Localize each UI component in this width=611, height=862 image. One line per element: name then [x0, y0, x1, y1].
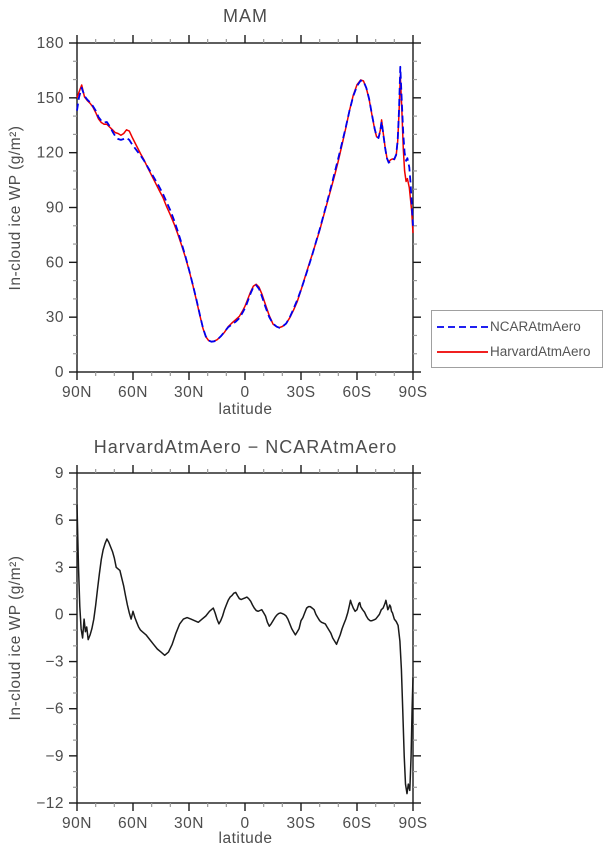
x-tick-label: 90N [62, 815, 92, 832]
x-tick-label: 30N [174, 384, 204, 401]
y-tick-label: 0 [55, 364, 64, 381]
top-x-axis-title: latitude [218, 401, 273, 418]
top-chart-title: MAM [223, 6, 268, 26]
legend-box: NCARAtmAero HarvardAtmAero [431, 310, 603, 368]
y-tick-label: 90 [46, 200, 64, 217]
x-tick-label: 60N [118, 384, 148, 401]
series-line-harvardatmaero [76, 75, 414, 343]
y-tick-label: 120 [37, 145, 64, 162]
series-line-harvardatmaero-ncaratmaero [76, 504, 414, 795]
legend-label-ncar: NCARAtmAero [490, 319, 581, 334]
x-tick-label: 30N [174, 815, 204, 832]
plot-frame [76, 472, 414, 804]
x-tick-label: 60S [342, 384, 371, 401]
bottom-x-axis-title: latitude [218, 830, 273, 847]
x-tick-label: 90S [398, 384, 427, 401]
x-tick-label: 30S [286, 815, 315, 832]
series-line-ncaratmaero [76, 65, 414, 343]
y-tick-label: −12 [36, 795, 64, 812]
y-tick-label: 180 [37, 35, 64, 52]
y-tick-label: 60 [46, 254, 64, 271]
x-tick-label: 60S [342, 815, 371, 832]
y-tick-label: −9 [45, 748, 64, 765]
y-tick-label: 6 [55, 512, 64, 529]
legend-label-harvard: HarvardAtmAero [490, 344, 591, 359]
x-tick-label: 60N [118, 815, 148, 832]
y-tick-label: 150 [37, 90, 64, 107]
x-tick-label: 30S [286, 384, 315, 401]
x-tick-label: 0 [240, 815, 249, 832]
y-tick-label: 3 [55, 559, 64, 576]
legend-entry-ncar: NCARAtmAero [436, 316, 598, 338]
y-tick-label: 0 [55, 606, 64, 623]
y-tick-label: 30 [46, 309, 64, 326]
x-tick-label: 0 [240, 384, 249, 401]
y-tick-label: −3 [45, 654, 64, 671]
legend-entry-harvard: HarvardAtmAero [436, 341, 598, 363]
legend-line-harvard-icon [437, 350, 488, 353]
y-tick-label: 9 [55, 465, 64, 482]
legend-line-ncar-icon [437, 325, 488, 328]
x-tick-label: 90S [398, 815, 427, 832]
y-tick-label: −6 [45, 701, 64, 718]
plot-frame [76, 42, 414, 373]
x-tick-label: 90N [62, 384, 92, 401]
bottom-chart-title: HarvardAtmAero − NCARAtmAero [93, 437, 398, 457]
